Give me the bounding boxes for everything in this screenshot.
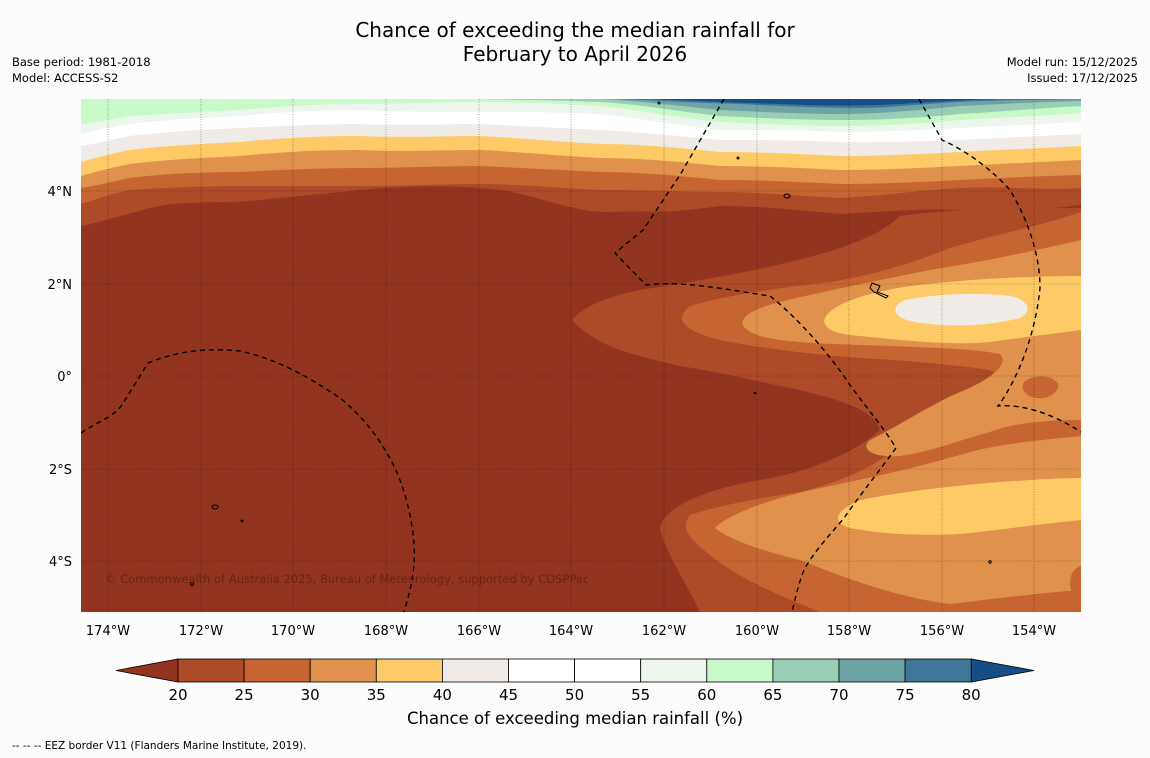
colorbar-swatch xyxy=(375,658,443,683)
colorbar-title: Chance of exceeding median rainfall (%) xyxy=(406,709,744,728)
colorbar-swatch xyxy=(574,658,642,683)
eez-border-west xyxy=(81,349,416,612)
island-small-b xyxy=(190,582,194,586)
colorbar-tick-label: 30 xyxy=(301,686,320,704)
lat-label: 4°S xyxy=(49,555,72,570)
eez-border xyxy=(81,99,1081,612)
lon-label: 170°W xyxy=(271,624,315,639)
base-period-text: Base period: 1981-2018 xyxy=(12,55,151,69)
colorbar-swatch xyxy=(508,658,575,683)
colorbar-tick-label: 25 xyxy=(235,686,254,704)
lon-label: 156°W xyxy=(920,624,964,639)
colorbar-tick-label: 40 xyxy=(433,686,452,704)
colorbar-swatch xyxy=(243,658,311,683)
map-title-line2: February to April 2026 xyxy=(462,42,688,66)
lon-label: 154°W xyxy=(1012,624,1056,639)
colorbar-swatch xyxy=(838,658,906,683)
lon-labels: 174°W 172°W 170°W 168°W 166°W 164°W 162°… xyxy=(86,624,1056,639)
lat-label: 2°N xyxy=(48,278,73,293)
island-small-d xyxy=(736,156,740,160)
map-title: Chance of exceeding the median rainfall … xyxy=(0,18,1150,66)
colorbar-swatch xyxy=(441,658,509,683)
lon-label: 162°W xyxy=(642,624,686,639)
model-run-text: Model run: 15/12/2025 xyxy=(1006,55,1138,69)
colorbar-tick-label: 20 xyxy=(168,686,187,704)
lon-label: 166°W xyxy=(457,624,501,639)
band-40-45-south xyxy=(837,478,1081,535)
island-jarvis xyxy=(783,193,791,199)
colorbar-swatch xyxy=(640,658,708,683)
lon-label: 168°W xyxy=(364,624,408,639)
lon-label: 174°W xyxy=(86,624,130,639)
islands xyxy=(190,101,992,586)
band-45-50-east xyxy=(895,293,1028,326)
colorbar-tick-label: 65 xyxy=(763,686,782,704)
colorbar-tick-label: 45 xyxy=(499,686,518,704)
lon-label: 160°W xyxy=(735,624,779,639)
copyright-note: © Commonwealth of Australia 2025, Bureau… xyxy=(105,572,590,586)
band-30-35-se xyxy=(1070,566,1081,602)
eez-border-east xyxy=(918,99,1081,433)
lon-label: 158°W xyxy=(827,624,871,639)
meta-right: Model run: 15/12/2025 Issued: 17/12/2025 xyxy=(1007,54,1138,86)
island-small-e xyxy=(988,560,992,564)
colorbar-tick-label: 70 xyxy=(829,686,848,704)
island-small-a xyxy=(240,519,244,523)
lon-label: 164°W xyxy=(549,624,593,639)
island-swains xyxy=(211,504,219,510)
lat-label: 2°S xyxy=(49,463,72,478)
colorbar-swatch xyxy=(706,658,774,683)
map-title-line1: Chance of exceeding the median rainfall … xyxy=(355,18,795,42)
colorbar-swatch xyxy=(772,658,840,683)
island-kiritimati xyxy=(869,282,889,299)
lat-label: 0° xyxy=(57,370,72,385)
colorbar-tick-label: 80 xyxy=(962,686,981,704)
colorbar-extend-low xyxy=(115,658,179,683)
lat-label: 4°N xyxy=(48,185,73,200)
island-small-c xyxy=(657,101,661,105)
lat-labels: 4°N 2°N 0° 2°S 4°S xyxy=(48,185,73,570)
island-small-f xyxy=(753,391,757,395)
model-text: Model: ACCESS-S2 xyxy=(12,71,119,85)
issued-text: Issued: 17/12/2025 xyxy=(1027,71,1138,85)
colorbar-swatch xyxy=(904,658,972,683)
colorbar-tick-label: 50 xyxy=(565,686,584,704)
eez-legend-note: -- -- -- EEZ border V11 (Flanders Marine… xyxy=(12,740,307,752)
colorbar-tick-label: 60 xyxy=(697,686,716,704)
meta-left: Base period: 1981-2018 Model: ACCESS-S2 xyxy=(12,54,151,86)
colorbar: 20 25 30 35 40 45 50 55 60 65 70 75 80 xyxy=(115,658,1035,704)
band-above-80 xyxy=(650,99,1000,106)
band-30-35-patch xyxy=(1022,376,1059,399)
colorbar-tick-label: 75 xyxy=(896,686,915,704)
lon-label: 172°W xyxy=(179,624,223,639)
colorbar-tick-label: 55 xyxy=(631,686,650,704)
colorbar-tick-label: 35 xyxy=(367,686,386,704)
colorbar-swatch xyxy=(177,658,245,683)
colorbar-swatch xyxy=(309,658,377,683)
probability-field xyxy=(81,99,1081,612)
graticule xyxy=(81,99,1081,612)
colorbar-extend-high xyxy=(970,658,1035,683)
